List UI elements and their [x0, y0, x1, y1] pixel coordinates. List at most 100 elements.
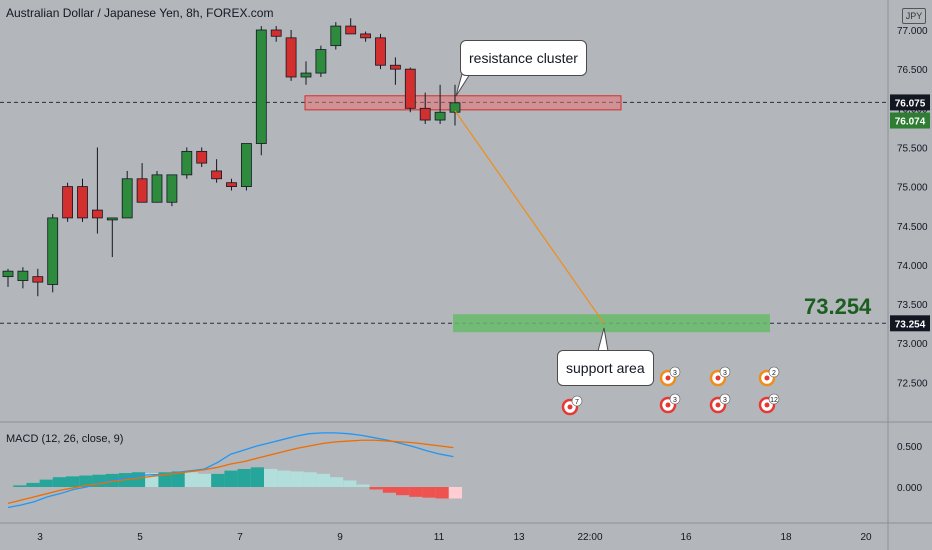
event-count-label: 3 — [723, 397, 727, 404]
time-tick-label: 9 — [337, 532, 343, 543]
macd-histogram-bar — [316, 473, 330, 487]
candle-body — [285, 37, 297, 78]
candle-body — [330, 25, 342, 47]
candle-body — [62, 186, 73, 219]
macd-histogram-bar — [330, 477, 344, 487]
macd-histogram-bar — [52, 477, 66, 487]
time-tick-label: 20 — [860, 532, 872, 543]
candle-body — [270, 29, 282, 37]
event-marker-dot — [715, 402, 721, 408]
event-marker-dot — [567, 404, 573, 410]
candle-body — [226, 182, 237, 187]
time-tick-label: 18 — [780, 532, 792, 543]
event-count-label: 3 — [673, 397, 677, 404]
time-tick-label: 16 — [680, 532, 692, 543]
event-count-badge — [669, 366, 681, 378]
price-axis-tag — [890, 112, 930, 129]
candle-body — [255, 29, 267, 144]
price-axis-tag — [890, 315, 930, 332]
macd-histogram-bar — [171, 471, 185, 487]
candle-body — [345, 25, 357, 35]
event-count-label: 3 — [673, 370, 677, 377]
event-marker-dot — [764, 375, 770, 381]
candle-body — [32, 276, 44, 283]
event-count-badge — [768, 366, 780, 378]
macd-signal-line — [7, 439, 454, 505]
macd-histogram-bar — [211, 473, 225, 487]
macd-histogram-bar — [435, 487, 449, 499]
macd-histogram-bar — [198, 473, 212, 487]
price-tick-label: 75.000 — [897, 183, 928, 194]
macd-histogram-bar — [13, 485, 27, 487]
price-tick-label: 76.500 — [897, 65, 928, 76]
candle-body — [2, 270, 14, 278]
event-count-badge — [719, 366, 731, 378]
resistance-callout: resistance cluster — [460, 40, 587, 76]
macd-histogram-bar — [250, 467, 264, 487]
macd-line — [7, 432, 454, 509]
candle-body — [196, 150, 208, 164]
candle-body — [136, 178, 148, 203]
support-price-label: 73.254 — [804, 294, 872, 319]
price-axis-tag-text: 76.075 — [895, 98, 926, 109]
macd-histogram-bar — [409, 487, 423, 497]
candle-body — [419, 107, 431, 121]
support-callout: support area — [557, 350, 654, 386]
macd-tick-label: 0.500 — [897, 442, 922, 453]
macd-histogram-bar — [343, 480, 357, 487]
macd-tick-label: 0.000 — [897, 483, 922, 494]
candle-body — [121, 178, 133, 219]
projection-line — [454, 110, 605, 324]
macd-histogram-bar — [356, 484, 370, 487]
candle-body — [434, 111, 446, 121]
currency-badge[interactable]: JPY — [902, 8, 926, 24]
resistance-zone — [304, 95, 622, 111]
event-marker-dot — [665, 402, 671, 408]
time-tick-label: 3 — [37, 532, 43, 543]
resistance-callout-pointer — [455, 73, 471, 97]
candle-body — [181, 150, 193, 176]
event-count-badge — [669, 393, 681, 405]
event-marker-dot — [665, 375, 671, 381]
chart-title: Australian Dollar / Japanese Yen, 8h, FO… — [6, 6, 274, 20]
macd-histogram-bar — [369, 487, 383, 490]
price-tick-label: 77.000 — [897, 26, 928, 37]
event-marker-dot — [764, 402, 770, 408]
event-count-label: 7 — [575, 399, 579, 406]
event-marker-dot — [715, 375, 721, 381]
macd-histogram-bar — [158, 472, 172, 487]
price-axis-tag — [890, 94, 930, 111]
price-axis-tag-text: 73.254 — [895, 319, 926, 330]
macd-histogram-bar — [79, 475, 93, 487]
candle-body — [449, 102, 461, 113]
candle-body — [166, 174, 178, 203]
candle-body — [300, 72, 312, 78]
candle-body — [404, 68, 416, 109]
price-tick-label: 72.500 — [897, 378, 928, 389]
candle-body — [77, 186, 88, 219]
price-tick-label: 73.500 — [897, 300, 928, 311]
candle-body — [360, 33, 372, 39]
macd-histogram-bar — [237, 468, 251, 487]
event-count-badge — [571, 395, 583, 407]
candle-body — [240, 143, 252, 188]
time-tick-label: 7 — [237, 532, 243, 543]
macd-title: MACD (12, 26, close, 9) — [6, 433, 124, 445]
macd-histogram-bar — [277, 470, 291, 487]
macd-histogram-bar — [290, 471, 304, 487]
candle-body — [47, 217, 59, 285]
macd-histogram-bar — [132, 472, 146, 487]
event-count-label: 12 — [770, 397, 778, 404]
event-count-badge — [719, 393, 731, 405]
macd-histogram-bar — [264, 468, 278, 487]
macd-histogram-bar — [382, 487, 396, 493]
price-tick-label: 74.500 — [897, 222, 928, 233]
event-count-badge — [768, 393, 780, 405]
candle-body — [106, 217, 118, 221]
macd-histogram-bar — [184, 472, 198, 487]
time-tick-label: 22:00 — [577, 532, 602, 543]
candle-body — [211, 170, 223, 180]
time-tick-label: 11 — [434, 532, 445, 543]
time-tick-label: 13 — [513, 532, 525, 543]
